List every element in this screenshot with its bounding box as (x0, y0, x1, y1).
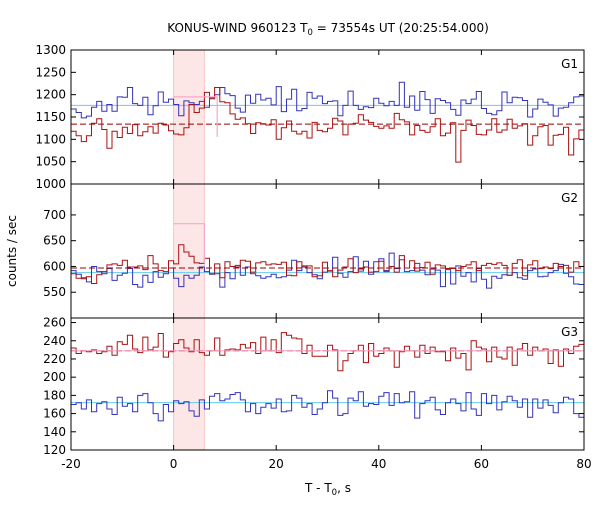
g2-red-series (71, 244, 584, 284)
y-tick-label: 1200 (35, 88, 66, 102)
x-axis-title: T - T0, s (304, 481, 351, 498)
x-tick-label: 0 (170, 457, 178, 471)
y-tick-label: 140 (43, 425, 66, 439)
y-tick-label: 220 (43, 352, 66, 366)
y-tick-label: 240 (43, 334, 66, 348)
x-tick-label: 20 (269, 457, 284, 471)
g3-blue-series (71, 390, 584, 422)
x-tick-label: 60 (474, 457, 489, 471)
g1-frame (70, 49, 585, 185)
y-tick-label: 1100 (35, 132, 66, 146)
y-tick-label: 550 (43, 285, 66, 299)
y-tick-label: 120 (43, 443, 66, 457)
g2-burst-fit-line (173, 223, 205, 264)
panel-label: G2 (561, 191, 578, 205)
chart-title: KONUS-WIND 960123 T0 = 73554s UT (20:25:… (167, 21, 489, 38)
y-tick-label: 1050 (35, 155, 66, 169)
x-tick-label: 80 (576, 457, 591, 471)
g2-frame (70, 183, 585, 319)
y-tick-label: 700 (43, 208, 66, 222)
y-tick-label: 1000 (35, 177, 66, 191)
panel-g2: 550 600 650 700 G2 (43, 183, 585, 319)
g3-frame (70, 317, 585, 451)
y-tick-label: 260 (43, 316, 66, 330)
g1-blue-series (71, 81, 584, 119)
g3-red-series (71, 332, 584, 372)
y-tick-label: 1300 (35, 43, 66, 57)
panel-label: G1 (561, 57, 578, 71)
y-tick-label: 160 (43, 407, 66, 421)
panel-g3: 120 140 160 180 200 220 240 260 G3 (43, 316, 585, 457)
g1-red-series (71, 87, 584, 163)
x-tick-label: 40 (371, 457, 386, 471)
g1-burst-fit-line (173, 96, 218, 137)
panel-g1: 1000 1050 1100 1150 1200 1250 1300 G1 (35, 43, 585, 191)
y-tick-label: 180 (43, 388, 66, 402)
y-axis-title: counts / sec (5, 215, 19, 287)
x-tick-label: -20 (61, 457, 81, 471)
y-tick-label: 600 (43, 259, 66, 273)
y-tick-label: 1250 (35, 65, 66, 79)
y-tick-label: 200 (43, 370, 66, 384)
y-tick-label: 1150 (35, 110, 66, 124)
y-tick-label: 650 (43, 234, 66, 248)
g2-blue-series (71, 252, 584, 289)
panel-label: G3 (561, 325, 578, 339)
